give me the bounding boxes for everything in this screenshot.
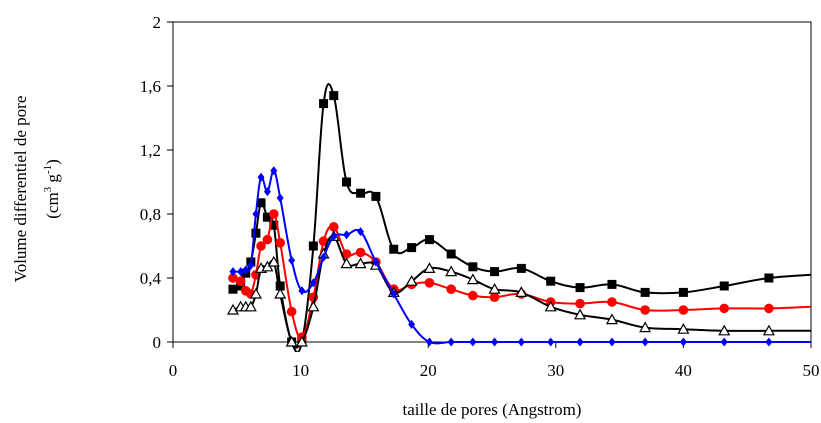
- data-point: [469, 338, 476, 347]
- data-point: [446, 284, 456, 294]
- data-point: [277, 194, 284, 203]
- data-point: [343, 230, 350, 239]
- data-point: [425, 235, 434, 244]
- data-point: [251, 229, 260, 238]
- x-tick-label: 40: [675, 361, 692, 380]
- y-tick-label: 2: [153, 13, 162, 32]
- x-tick-label: 50: [803, 361, 820, 380]
- x-tick-label: 20: [420, 361, 437, 380]
- data-point: [288, 256, 295, 265]
- data-point: [719, 304, 729, 314]
- data-point: [490, 267, 499, 276]
- data-point: [308, 302, 318, 311]
- data-point: [228, 285, 237, 294]
- data-point: [641, 288, 650, 297]
- data-point: [575, 299, 585, 309]
- data-point: [764, 274, 773, 283]
- data-point: [765, 338, 772, 347]
- data-point: [342, 259, 352, 268]
- data-point: [309, 242, 318, 251]
- y-unit-sup-2: -1: [42, 165, 54, 174]
- y-tick-label: 0,8: [140, 205, 161, 224]
- y-axis-unit: (cm3 g-1): [42, 159, 62, 219]
- data-point: [764, 304, 774, 314]
- data-point: [608, 338, 615, 347]
- data-point: [356, 248, 366, 258]
- data-point: [468, 262, 477, 271]
- data-point: [490, 292, 500, 302]
- y-unit-open: (cm: [43, 192, 62, 218]
- x-axis-label: taille de pores (Angstrom): [403, 400, 582, 419]
- data-point: [236, 276, 246, 286]
- data-point: [389, 245, 398, 254]
- data-point: [407, 243, 416, 252]
- data-point: [577, 338, 584, 347]
- y-tick-label: 1,2: [140, 141, 161, 160]
- data-point: [342, 178, 351, 187]
- data-point: [426, 338, 433, 347]
- data-point: [319, 99, 328, 108]
- data-point: [329, 222, 339, 232]
- data-point: [287, 307, 297, 317]
- data-point: [607, 280, 616, 289]
- data-point: [518, 338, 525, 347]
- data-point: [425, 278, 435, 288]
- data-point: [642, 338, 649, 347]
- data-point: [329, 91, 338, 100]
- data-point: [679, 305, 689, 315]
- data-point: [491, 338, 498, 347]
- data-point: [680, 338, 687, 347]
- data-point: [640, 305, 650, 315]
- data-point: [275, 238, 285, 248]
- data-point: [269, 209, 279, 219]
- data-point: [546, 277, 555, 286]
- data-point: [371, 192, 380, 201]
- y-tick-label: 1,6: [140, 77, 161, 96]
- data-point: [547, 338, 554, 347]
- data-point: [679, 288, 688, 297]
- y-tick-label: 0: [153, 333, 162, 352]
- y-unit-mid: g: [43, 174, 62, 187]
- data-point: [517, 264, 526, 273]
- x-tick-label: 30: [547, 361, 564, 380]
- data-point: [447, 250, 456, 259]
- data-point: [356, 189, 365, 198]
- x-tick-label: 10: [292, 361, 309, 380]
- data-point: [721, 338, 728, 347]
- x-tick-label: 0: [169, 361, 178, 380]
- data-point: [720, 282, 729, 291]
- data-point: [576, 283, 585, 292]
- series-group: [228, 84, 811, 352]
- data-point: [607, 297, 617, 307]
- y-axis-label: Volume differentiel de pore: [11, 96, 30, 283]
- data-point: [448, 338, 455, 347]
- y-tick-label: 0,4: [140, 269, 162, 288]
- y-axis: 0 0,4 0,8 1,2 1,6 2: [140, 13, 173, 352]
- x-axis: 0 10 20 30 40 50: [169, 342, 820, 380]
- y-unit-close: ): [43, 159, 62, 165]
- data-point: [263, 235, 273, 245]
- data-point: [468, 291, 478, 301]
